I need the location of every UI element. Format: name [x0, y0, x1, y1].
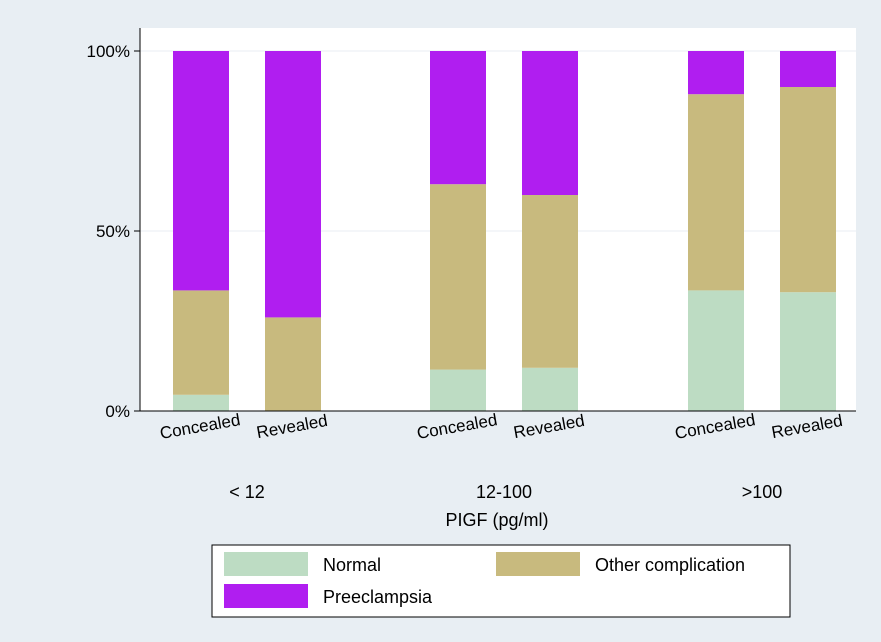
y-tick-label: 100%: [87, 42, 130, 61]
x-group-label: 12-100: [476, 482, 532, 502]
bar-segment-other-complication: [688, 94, 744, 291]
x-group-labels: < 12 12-100 >100: [229, 482, 782, 502]
legend-box: [211, 544, 791, 618]
x-group-label: >100: [742, 482, 783, 502]
x-axis-title: PIGF (pg/ml): [445, 510, 548, 530]
legend-label: Preeclampsia: [323, 587, 433, 607]
bar-segment-other-complication: [522, 195, 578, 368]
legend-swatch: [224, 552, 308, 576]
x-category-label: Revealed: [512, 411, 586, 442]
legend-label: Other complication: [595, 555, 745, 575]
x-category-label: Revealed: [255, 411, 329, 442]
bar-segment-preeclampsia: [173, 51, 229, 291]
bar-segment-normal: [780, 292, 836, 411]
bar-segment-normal: [522, 367, 578, 411]
bar-segment-preeclampsia: [688, 51, 744, 95]
bars: [173, 51, 836, 411]
y-tick-label: 0%: [105, 402, 130, 421]
x-category-label: Concealed: [415, 410, 498, 443]
x-category-label: Concealed: [158, 410, 241, 443]
bar-segment-other-complication: [430, 184, 486, 370]
x-category-label: Concealed: [673, 410, 756, 443]
bar-segment-other-complication: [173, 290, 229, 395]
plot-area: [140, 28, 856, 411]
x-category-label: Revealed: [770, 411, 844, 442]
bar-segment-preeclampsia: [265, 51, 321, 318]
bar-segment-preeclampsia: [430, 51, 486, 185]
bar-segment-normal: [688, 290, 744, 411]
bar-segment-normal: [173, 394, 229, 411]
bar-segment-normal: [430, 369, 486, 411]
legend: Normal Other complication Preeclampsia: [211, 544, 791, 618]
x-category-labels: Concealed Revealed Concealed Revealed Concea…: [158, 410, 844, 443]
legend-swatch: [224, 584, 308, 608]
bar-segment-other-complication: [780, 87, 836, 293]
legend-swatch: [496, 552, 580, 576]
x-group-label: < 12: [229, 482, 265, 502]
y-tick-label: 50%: [96, 222, 130, 241]
bar-segment-preeclampsia: [780, 51, 836, 87]
bar-segment-preeclampsia: [522, 51, 578, 195]
legend-label: Normal: [323, 555, 381, 575]
y-ticks: 0% 50% 100%: [87, 42, 140, 421]
bar-segment-other-complication: [265, 317, 321, 411]
